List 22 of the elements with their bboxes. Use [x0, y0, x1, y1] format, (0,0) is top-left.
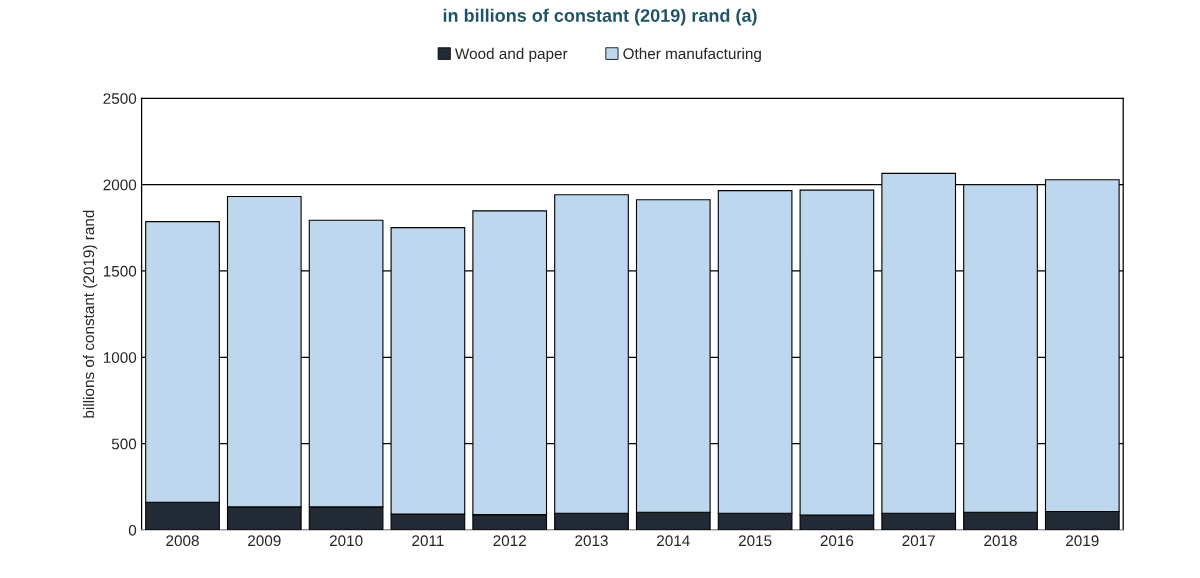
chart-title: in billions of constant (2019) rand (a)	[443, 8, 757, 26]
y-tick-label: 0	[128, 524, 137, 536]
y-tick-label: 2500	[103, 93, 137, 104]
legend-label: Wood and paper	[455, 47, 568, 63]
legend-label: Other manufacturing	[623, 47, 761, 63]
y-tick-label: 500	[111, 438, 137, 450]
x-tick-label: 2015	[738, 535, 772, 547]
x-tick-label: 2009	[248, 535, 281, 547]
x-tick-label: 2008	[166, 535, 199, 547]
x-tick-label: 2019	[1066, 535, 1099, 547]
y-axis-title: billions of constant (2019) rand	[82, 210, 98, 418]
x-tick-label: 2018	[984, 535, 1017, 547]
x-tick-label: 2010	[329, 535, 363, 547]
x-tick-label: 2017	[902, 535, 935, 547]
y-tick-label: 1000	[103, 352, 137, 364]
y-tick-label: 2000	[103, 179, 137, 191]
x-tick-label: 2013	[575, 535, 608, 547]
y-tick-label: 1500	[103, 265, 137, 277]
x-tick-label: 2016	[820, 535, 854, 547]
x-tick-label: 2012	[493, 535, 526, 547]
x-tick-label: 2014	[657, 535, 690, 547]
x-tick-label: 2011	[412, 535, 444, 547]
